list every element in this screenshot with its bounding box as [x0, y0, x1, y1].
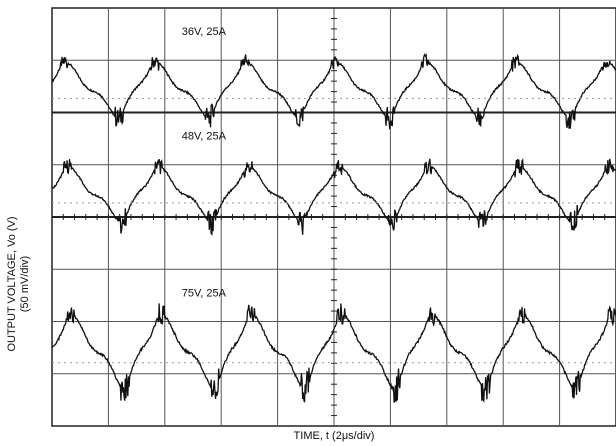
trace-label: 48V, 25A — [182, 131, 227, 143]
trace-label-layer: 36V, 25A 48V, 25A 75V, 25A — [182, 26, 227, 299]
waveform-trace — [51, 158, 616, 236]
trace-label: 36V, 25A — [182, 26, 227, 38]
y-axis-title: OUTPUT VOLTAGE, Vo (V) — [6, 216, 18, 352]
trace-label: 75V, 25A — [182, 287, 227, 299]
waveform-trace — [51, 53, 616, 130]
waveform-trace — [51, 303, 616, 403]
x-axis-label: TIME, t (2μs/div) — [293, 430, 375, 442]
trace-layer — [51, 53, 616, 403]
y-axis-unit: (50 mV/div) — [19, 255, 31, 313]
